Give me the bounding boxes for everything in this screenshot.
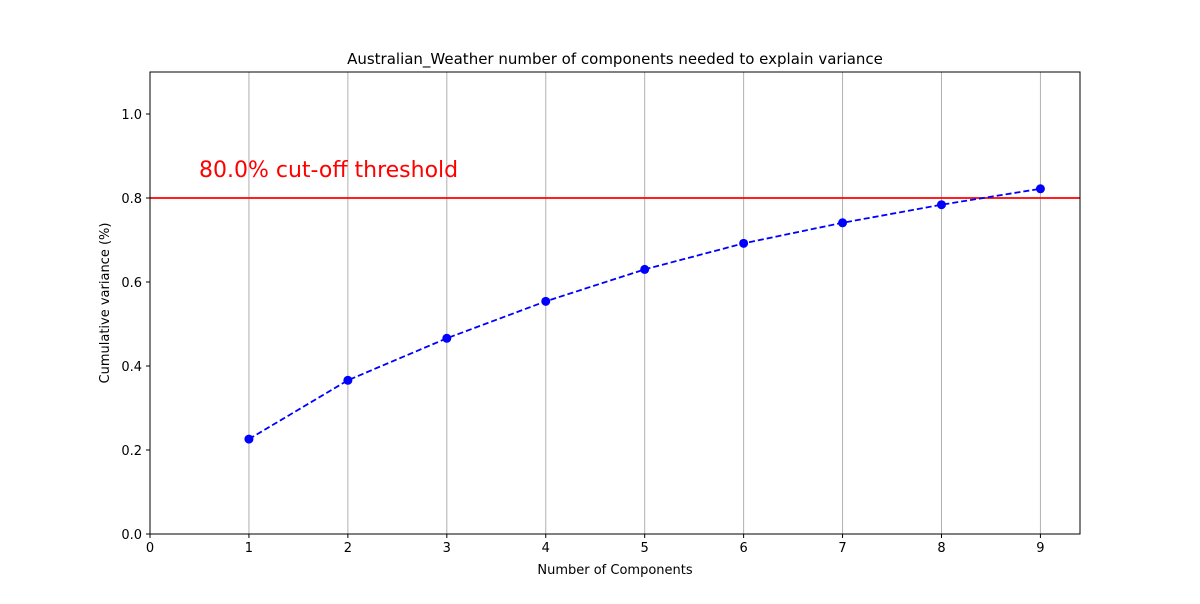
x-tick-label: 1 (245, 541, 253, 556)
data-point (936, 200, 946, 210)
data-point (244, 434, 254, 444)
data-point (838, 218, 848, 228)
x-tick-label: 4 (542, 541, 550, 556)
y-tick-label: 0.4 (121, 360, 142, 375)
y-tick-label: 1.0 (121, 108, 142, 123)
x-tick-label: 9 (1036, 541, 1044, 556)
chart-title: Australian_Weather number of components … (347, 50, 883, 69)
x-tick-label: 3 (443, 541, 451, 556)
data-point (442, 333, 452, 343)
y-axis-label: Cumulative variance (%) (98, 223, 113, 384)
x-tick-label: 7 (838, 541, 846, 556)
data-point (1035, 184, 1045, 194)
x-tick-label: 6 (739, 541, 747, 556)
data-point (541, 296, 551, 306)
y-tick-label: 0.0 (121, 528, 142, 543)
tick-layer: 0 1 2 3 4 5 6 7 8 9 0.0 0.2 0.4 0.6 0.8 1.0 (121, 108, 1044, 556)
x-axis-label: Number of Components (537, 563, 692, 578)
series-layer (244, 184, 1045, 444)
x-tick-label: 8 (937, 541, 945, 556)
grid-layer (248, 72, 1041, 534)
threshold-label: 80.0% cut-off threshold (199, 158, 458, 183)
data-point (343, 375, 353, 385)
y-tick-label: 0.8 (121, 192, 142, 207)
data-point (640, 264, 650, 274)
x-tick-label: 2 (344, 541, 352, 556)
y-tick-label: 0.6 (121, 276, 142, 291)
plot-frame (149, 71, 1081, 535)
y-tick-label: 0.2 (121, 444, 142, 459)
x-tick-label: 0 (146, 541, 154, 556)
x-tick-label: 5 (641, 541, 649, 556)
data-point (739, 238, 749, 248)
